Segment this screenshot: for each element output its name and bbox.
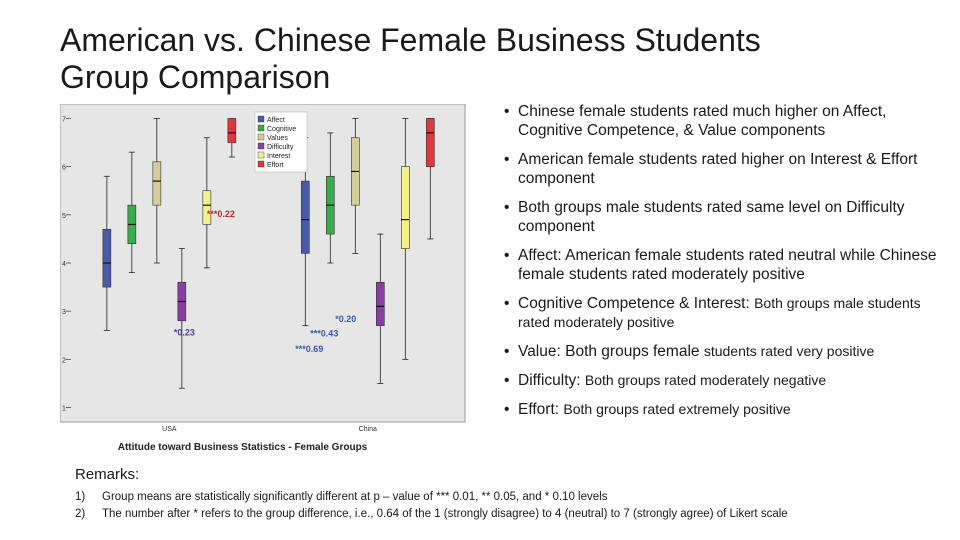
finding-item: Value: Both groups female students rated… bbox=[500, 342, 950, 361]
y-tick-label: 5 bbox=[62, 213, 66, 220]
box-interest bbox=[400, 166, 410, 249]
remark-number: 1) bbox=[75, 491, 86, 503]
legend-label: Interest bbox=[267, 153, 290, 160]
significance-annotation: ***0.22 bbox=[207, 209, 235, 219]
y-tick-label: 7 bbox=[62, 116, 66, 123]
finding-item: American female students rated higher on… bbox=[500, 150, 950, 188]
legend-swatch bbox=[257, 151, 265, 159]
box-interest bbox=[202, 190, 212, 225]
box-affect bbox=[102, 228, 112, 288]
significance-annotation: *0.23 bbox=[174, 327, 195, 337]
finding-main-text: Affect: American female students rated n… bbox=[518, 247, 937, 283]
legend-swatch bbox=[257, 115, 265, 123]
x-tick-label: China bbox=[359, 426, 377, 433]
legend-label: Cognitive bbox=[267, 126, 296, 133]
finding-main-text: Cognitive Competence & Interest: bbox=[518, 295, 755, 312]
finding-sub-text: Both groups male students rated moderate… bbox=[518, 295, 921, 330]
remark-item: 2) The number after * refers to the group… bbox=[75, 506, 945, 523]
finding-item: Chinese female students rated much highe… bbox=[500, 102, 950, 140]
finding-main-text: Difficulty: bbox=[518, 372, 585, 389]
y-tick-label: 3 bbox=[62, 309, 66, 316]
x-axis-label: Attitude toward Business Statistics - Fe… bbox=[118, 442, 368, 453]
title-line-2: Group Comparison bbox=[60, 59, 331, 95]
y-tick-label: 6 bbox=[62, 165, 66, 172]
box-affect bbox=[301, 180, 310, 254]
remark-text: Group means are statistically significan… bbox=[102, 491, 608, 503]
box-effort bbox=[425, 118, 435, 167]
remarks-section: Remarks: 1) Group means are statistically… bbox=[75, 466, 945, 523]
finding-item: Effort: Both groups rated extremely posi… bbox=[500, 400, 950, 419]
legend-label: Values bbox=[267, 135, 288, 142]
legend-swatch bbox=[257, 142, 265, 150]
finding-item: Cognitive Competence & Interest: Both gr… bbox=[500, 294, 950, 332]
finding-item: Difficulty: Both groups rated moderately… bbox=[500, 371, 950, 390]
remarks-list: 1) Group means are statistically signific… bbox=[75, 489, 945, 523]
title-line-1: American vs. Chinese Female Business Stu… bbox=[60, 22, 761, 58]
x-tick-label: USA bbox=[162, 426, 177, 433]
box-effort bbox=[227, 118, 237, 143]
legend-swatch bbox=[257, 133, 265, 141]
remark-number: 2) bbox=[75, 508, 86, 520]
finding-sub-text: students rated very positive bbox=[703, 343, 875, 359]
y-tick-label: 2 bbox=[62, 357, 66, 364]
finding-item: Affect: American female students rated n… bbox=[500, 246, 950, 284]
page-title: American vs. Chinese Female Business Stu… bbox=[60, 22, 880, 96]
finding-sub-text: Both groups rated extremely positive bbox=[563, 401, 791, 417]
remarks-title: Remarks: bbox=[75, 466, 140, 483]
legend-label: Difficulty bbox=[267, 144, 294, 151]
finding-main-text: Value: Both groups female bbox=[518, 343, 704, 360]
significance-annotation: *0.20 bbox=[335, 314, 356, 324]
y-tick-label: 4 bbox=[62, 261, 66, 268]
finding-item: Both groups male students rated same lev… bbox=[500, 198, 950, 236]
finding-sub-text: Both groups rated moderately negative bbox=[584, 372, 827, 388]
box-difficulty bbox=[375, 281, 385, 326]
box-values bbox=[152, 161, 162, 206]
legend-swatch bbox=[257, 124, 265, 132]
boxplot-chart: 1 2 3 4 5 6 7 USA China Attitude toward Business … bbox=[60, 104, 466, 453]
significance-annotation: ***0.43 bbox=[310, 329, 338, 339]
y-tick-label: 1 bbox=[62, 406, 66, 413]
legend-swatch bbox=[257, 160, 265, 168]
finding-main-text: Effort: bbox=[518, 401, 564, 418]
findings-list: Chinese female students rated much highe… bbox=[500, 102, 950, 429]
remark-text: The number after * refers to the group d… bbox=[102, 508, 788, 520]
finding-main-text: American female students rated higher on… bbox=[518, 151, 918, 187]
legend-label: Affect bbox=[267, 117, 285, 124]
finding-main-text: Chinese female students rated much highe… bbox=[518, 103, 887, 139]
significance-annotation: ***0.69 bbox=[295, 344, 323, 354]
remark-item: 1) Group means are statistically signific… bbox=[75, 489, 945, 506]
finding-main-text: Both groups male students rated same lev… bbox=[518, 199, 905, 235]
legend-label: Effort bbox=[267, 162, 284, 169]
